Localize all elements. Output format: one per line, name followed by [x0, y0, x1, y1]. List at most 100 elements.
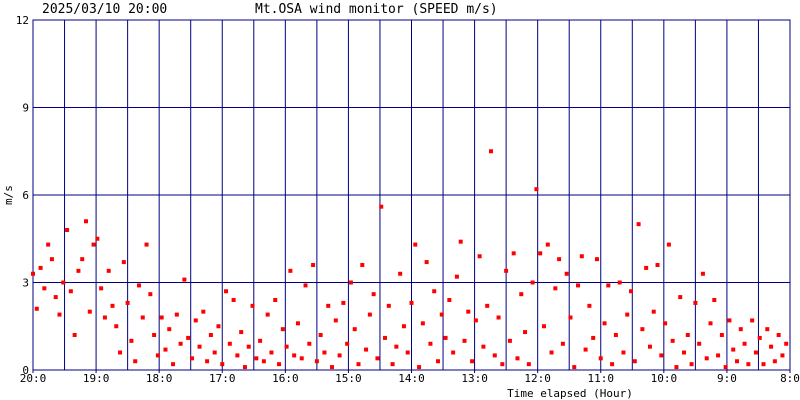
plot-border: [32, 19, 791, 371]
x-tick-label: 16:0: [272, 372, 299, 385]
data-point: [49, 257, 54, 262]
data-point: [121, 260, 126, 265]
data-point: [485, 303, 490, 308]
data-point: [371, 292, 376, 297]
data-point: [629, 289, 634, 294]
data-point: [46, 242, 51, 247]
data-point: [182, 277, 187, 282]
data-point: [102, 315, 107, 320]
data-point: [530, 280, 535, 285]
x-tick-label: 15:0: [335, 372, 362, 385]
data-point: [591, 335, 596, 340]
data-point: [500, 362, 505, 367]
data-point: [53, 295, 58, 300]
data-point: [606, 283, 611, 288]
data-point: [246, 344, 251, 349]
data-point: [326, 303, 331, 308]
data-point: [364, 347, 369, 352]
data-point: [299, 356, 304, 361]
data-point: [413, 242, 418, 247]
data-point: [212, 350, 217, 355]
data-point: [704, 356, 709, 361]
data-point: [750, 318, 755, 323]
data-point: [719, 333, 724, 337]
data-point: [602, 321, 607, 326]
data-point: [723, 365, 728, 370]
data-point: [250, 303, 255, 308]
data-point: [303, 283, 308, 288]
data-point: [708, 321, 713, 326]
data-point: [765, 327, 770, 332]
data-point: [462, 338, 467, 343]
data-point: [776, 333, 781, 337]
data-point: [295, 321, 300, 326]
data-point: [780, 353, 785, 358]
data-point: [564, 271, 569, 276]
data-point: [265, 312, 270, 317]
y-tick-label: 9: [22, 102, 29, 115]
data-point: [106, 268, 111, 273]
data-point: [99, 286, 104, 291]
data-point: [235, 353, 240, 358]
data-point: [712, 298, 717, 302]
data-point: [61, 280, 66, 285]
data-point: [644, 265, 649, 270]
x-axis-label: Time elapsed (Hour): [507, 387, 633, 400]
x-tick-label: 18:0: [146, 372, 173, 385]
data-point: [110, 303, 115, 308]
data-point: [254, 356, 259, 361]
data-point: [201, 309, 206, 314]
data-point: [685, 333, 690, 337]
data-point: [178, 341, 183, 346]
data-point: [227, 341, 232, 346]
data-point: [174, 312, 179, 317]
data-point: [772, 359, 777, 364]
data-point: [57, 312, 62, 317]
data-point: [322, 350, 327, 355]
data-point: [515, 356, 520, 361]
data-point: [314, 359, 319, 364]
data-point: [242, 365, 247, 370]
data-point: [118, 350, 123, 355]
data-point: [307, 341, 312, 346]
data-point: [65, 228, 70, 232]
data-point: [526, 362, 531, 367]
data-point: [318, 333, 323, 337]
data-point: [405, 350, 410, 355]
data-point: [91, 242, 96, 247]
data-point: [144, 242, 149, 247]
data-point: [689, 362, 694, 367]
data-point: [345, 341, 350, 346]
data-point: [647, 344, 652, 349]
data-point: [337, 353, 342, 358]
data-point: [133, 359, 138, 364]
data-point: [280, 327, 285, 332]
data-point: [148, 292, 153, 297]
data-point: [288, 268, 293, 273]
data-point: [784, 341, 789, 346]
data-point: [576, 283, 581, 288]
data-point: [753, 350, 758, 355]
data-point: [394, 344, 399, 349]
data-point: [617, 280, 622, 285]
data-point: [458, 239, 463, 244]
data-point: [557, 257, 562, 262]
data-point: [621, 350, 626, 355]
data-point: [292, 353, 297, 358]
data-point: [261, 359, 266, 364]
data-point: [163, 347, 168, 352]
data-point: [390, 362, 395, 367]
data-point: [155, 353, 160, 358]
x-tick-label: 9:0: [717, 372, 737, 385]
data-point: [700, 271, 705, 276]
data-point: [311, 263, 316, 267]
data-point: [693, 300, 698, 305]
data-point: [735, 359, 740, 364]
y-tick-label: 0: [22, 364, 29, 377]
data-point: [716, 353, 721, 358]
date-label: 2025/03/10 20:00: [42, 2, 167, 17]
data-point: [742, 341, 747, 346]
data-point: [470, 359, 475, 364]
data-point: [761, 362, 766, 367]
data-point: [670, 338, 675, 343]
